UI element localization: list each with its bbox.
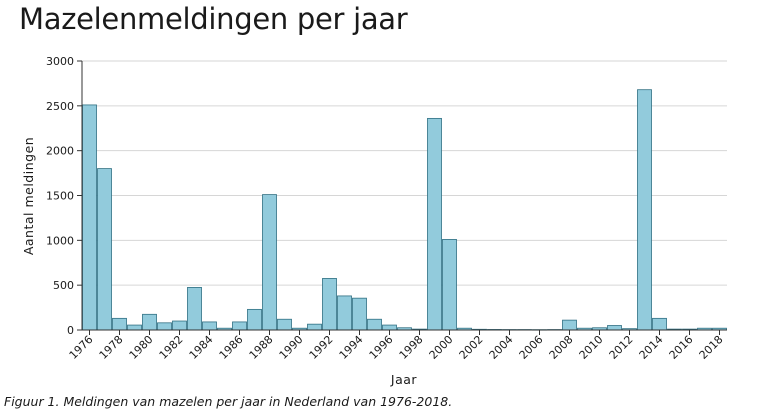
bar-2008 — [562, 319, 577, 331]
y-tick-labels: 0 500 1000 1500 2000 2500 3000 — [46, 55, 74, 337]
figure-caption: Figuur 1. Meldingen van mazelen per jaar… — [4, 394, 453, 409]
y-axis-title: Aantal meldingen — [21, 137, 36, 255]
x-tick-label-1978: 1978 — [97, 333, 126, 362]
x-tick-label-2016: 2016 — [667, 333, 696, 362]
chart-title: Mazelenmeldingen per jaar — [19, 2, 408, 36]
bar-2014 — [652, 317, 667, 331]
bar-2000 — [442, 239, 457, 331]
bar-1991 — [307, 323, 322, 331]
x-tick-label-2018: 2018 — [697, 333, 726, 362]
x-tick-label-2000: 2000 — [427, 333, 456, 362]
x-tick-label-2014: 2014 — [637, 333, 666, 362]
x-tick-label-2006: 2006 — [517, 333, 546, 362]
bar-1993 — [337, 295, 352, 331]
bar-2013 — [637, 89, 652, 331]
bar-1982 — [172, 320, 187, 331]
y-tick-label: 2500 — [46, 100, 74, 113]
x-tick-label-1980: 1980 — [127, 333, 156, 362]
x-tick-label-2012: 2012 — [607, 333, 636, 362]
x-tick-labels: 1976 1978 1980 1982 1984 1986 1988 1990 1992 1994… — [67, 333, 726, 362]
x-tick-label-1992: 1992 — [307, 333, 336, 362]
bar-1978 — [112, 317, 127, 331]
y-tick-label: 500 — [53, 279, 74, 292]
y-tick-label: 3000 — [46, 55, 74, 68]
x-tick-label-2004: 2004 — [487, 333, 516, 362]
bar-1996 — [382, 324, 397, 331]
x-tick-label-1994: 1994 — [337, 333, 366, 362]
bar-1981 — [157, 322, 172, 331]
x-tick-label-1990: 1990 — [277, 333, 306, 362]
bar-1994 — [352, 297, 367, 331]
x-tick-label-1984: 1984 — [187, 333, 216, 362]
x-tick-label-1988: 1988 — [247, 333, 276, 362]
bar-1979 — [127, 324, 142, 331]
x-tick-label-1996: 1996 — [367, 333, 396, 362]
x-tick-label-1976: 1976 — [67, 333, 96, 362]
bar-1992 — [322, 278, 337, 331]
y-tick-label: 0 — [67, 324, 74, 337]
bar-1989 — [277, 318, 292, 331]
bar-1983 — [187, 287, 202, 331]
grid-lines — [82, 60, 727, 286]
bar-1976 — [82, 104, 97, 331]
bar-1987 — [247, 308, 262, 331]
bar-1995 — [367, 318, 382, 331]
x-tick-label-2010: 2010 — [577, 333, 606, 362]
bar-1988 — [262, 194, 277, 331]
bar-1999 — [427, 117, 442, 331]
x-tick-label-1986: 1986 — [217, 333, 246, 362]
y-tick-label: 1000 — [46, 234, 74, 247]
axes — [77, 60, 727, 335]
bars — [82, 89, 727, 331]
bar-1980 — [142, 313, 157, 331]
bar-2011 — [607, 325, 622, 331]
bar-1977 — [97, 168, 112, 331]
x-axis-title: Jaar — [390, 372, 418, 387]
x-tick-label-2002: 2002 — [457, 333, 486, 362]
y-tick-label: 2000 — [46, 145, 74, 158]
x-tick-label-1998: 1998 — [397, 333, 426, 362]
bar-1984 — [202, 321, 217, 331]
bar-1986 — [232, 321, 247, 331]
x-tick-label-2008: 2008 — [547, 333, 576, 362]
y-tick-label: 1500 — [46, 190, 74, 203]
x-tick-label-1982: 1982 — [157, 333, 186, 362]
